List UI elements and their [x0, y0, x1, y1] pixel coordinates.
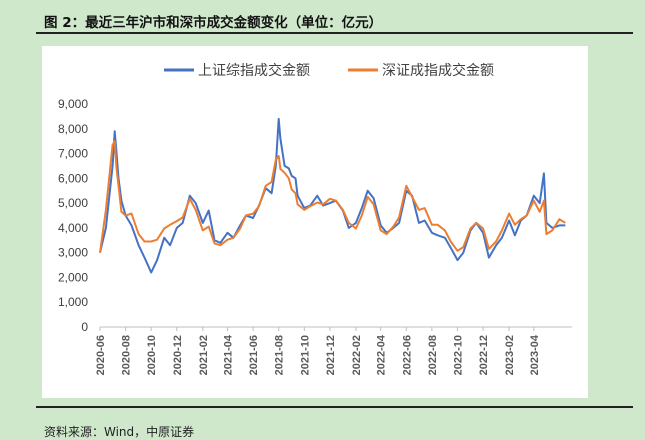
x-tick-label: 2022-12	[478, 335, 490, 375]
x-tick-label: 2022-10	[452, 335, 464, 375]
chart-legend: 上证综指成交金额 深证成指成交金额	[164, 62, 494, 78]
y-left-tick-label: 8,000	[58, 122, 88, 136]
chart-panel: 上证综指成交金额 深证成指成交金额 0 1,000 2,000 3,000 4,000 5,…	[42, 46, 644, 398]
y-left-tick-label: 0	[81, 320, 88, 334]
source-note: 资料来源：Wind，中原证券	[44, 425, 195, 439]
legend-label: 深证成指成交金额	[382, 62, 494, 78]
legend-label: 上证综指成交金额	[198, 62, 310, 78]
plot-area	[99, 117, 566, 274]
y-left-tick-label: 9,000	[58, 97, 88, 111]
x-tick-label: 2020-10	[146, 335, 158, 375]
x-tick-label: 2021-08	[274, 335, 286, 375]
x-tick-label: 2023-02	[504, 335, 516, 375]
sz-turnover-line	[99, 140, 566, 253]
y-left-tick-label: 5,000	[58, 196, 88, 210]
x-tick-label: 2021-06	[248, 335, 260, 375]
y-left-tick-label: 3,000	[58, 246, 88, 260]
x-tick-label: 2020-06	[95, 335, 107, 375]
x-tick-label: 2021-10	[299, 335, 311, 375]
y-left-tick-label: 4,000	[58, 221, 88, 235]
x-tick-label: 2022-08	[427, 335, 439, 375]
x-tick-label: 2022-06	[401, 335, 413, 375]
bottom-rule	[36, 406, 633, 408]
x-tick-label: 2020-12	[172, 335, 184, 375]
y-left-tick-label: 2,000	[58, 270, 88, 284]
x-tick-label: 2022-04	[376, 334, 388, 375]
x-tick-label: 2022-02	[351, 335, 363, 375]
x-tick-label: 2020-08	[121, 335, 133, 375]
line-chart: 上证综指成交金额 深证成指成交金额 0 1,000 2,000 3,000 4,000 5,…	[58, 62, 644, 375]
figure-title: 图 2：最近三年沪市和深市成交金额变化（单位：亿元）	[44, 15, 383, 31]
chart-axes: 0 1,000 2,000 3,000 4,000 5,000 6,000 7,000 8,00…	[58, 97, 644, 375]
y-left-tick-label: 6,000	[58, 171, 88, 185]
x-tick-label: 2023-04	[529, 334, 541, 375]
y-left-tick-label: 1,000	[58, 295, 88, 309]
x-tick-label: 2021-12	[325, 335, 337, 375]
sh-turnover-line	[99, 117, 566, 274]
y-left-tick-label: 7,000	[58, 147, 88, 161]
x-tick-label: 2021-04	[223, 334, 235, 375]
top-rule	[36, 32, 633, 34]
x-tick-label: 2021-02	[198, 335, 210, 375]
